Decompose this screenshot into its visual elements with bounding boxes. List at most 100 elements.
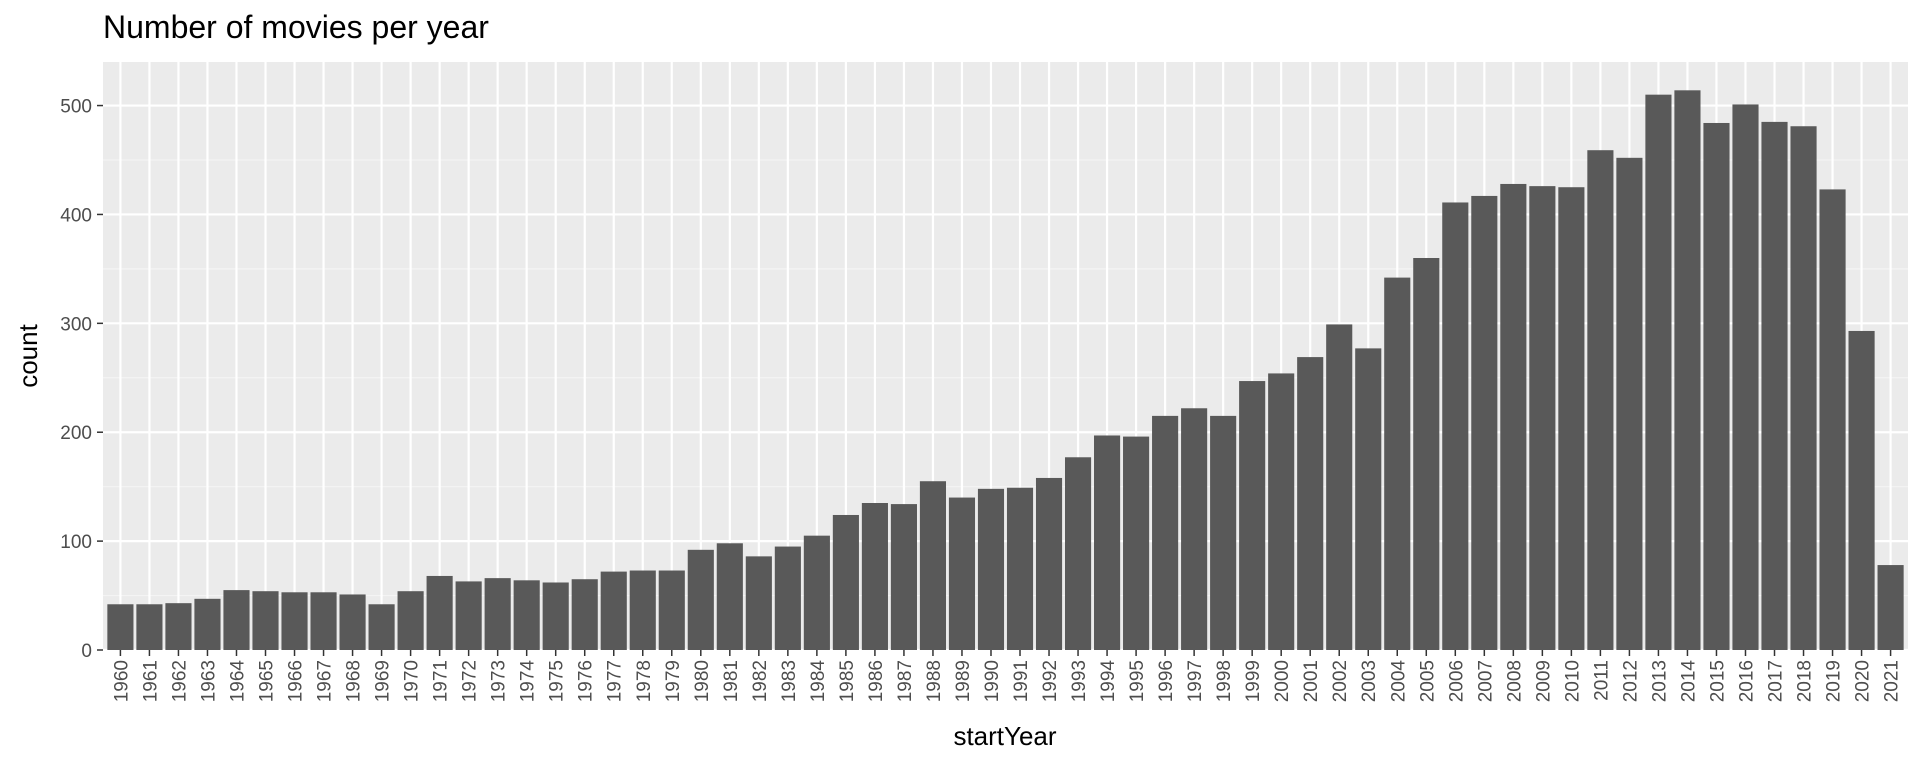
- x-tick-label: 1970: [402, 660, 423, 702]
- bar: [1848, 330, 1875, 650]
- bar: [165, 603, 192, 650]
- x-tick-label: 2019: [1824, 660, 1845, 702]
- x-tick-label: 1985: [837, 660, 858, 702]
- bar: [194, 598, 221, 650]
- bar: [484, 578, 511, 650]
- x-axis-title: startYear: [953, 721, 1056, 751]
- x-tick-label: 2012: [1620, 660, 1641, 702]
- bar: [1326, 324, 1353, 650]
- bar: [1384, 277, 1411, 650]
- x-tick-label: 1994: [1098, 660, 1119, 703]
- x-tick-label: 1976: [576, 660, 597, 702]
- bar: [107, 604, 134, 650]
- x-tick-label: 2008: [1504, 660, 1525, 702]
- bar: [1210, 415, 1237, 650]
- bar: [1500, 183, 1527, 650]
- y-tick-label: 400: [60, 205, 92, 226]
- y-tick-label: 0: [81, 641, 92, 662]
- bar: [1529, 186, 1556, 650]
- bar: [513, 580, 540, 650]
- x-tick-label: 2021: [1882, 660, 1903, 702]
- bar: [1006, 487, 1034, 650]
- bar: [687, 549, 714, 650]
- x-tick-label: 2013: [1649, 660, 1670, 702]
- bar: [1471, 195, 1498, 650]
- x-tick-label: 1963: [198, 660, 219, 702]
- bar: [832, 514, 859, 650]
- x-tick-label: 1997: [1185, 660, 1206, 702]
- bars: [107, 90, 1904, 651]
- x-tick-label: 1987: [895, 660, 916, 702]
- bar: [1094, 435, 1121, 650]
- x-tick-label: 1974: [518, 660, 539, 703]
- x-tick-label: 1969: [373, 660, 394, 702]
- x-tick-label: 2017: [1766, 660, 1787, 702]
- x-tick-label: 2002: [1330, 660, 1351, 702]
- bar: [1297, 357, 1324, 650]
- x-tick-label: 1983: [779, 660, 800, 702]
- x-tick-label: 1995: [1127, 660, 1148, 702]
- x-tick-label: 1992: [1040, 660, 1061, 702]
- x-tick-label: 1990: [982, 660, 1003, 702]
- x-tick-label: 1988: [924, 660, 945, 702]
- bar: [1616, 157, 1643, 651]
- bar: [861, 503, 888, 650]
- bar: [455, 581, 482, 650]
- x-tick-label: 2004: [1388, 660, 1409, 703]
- y-axis-ticks: 0 100 200 300 400 500: [60, 97, 103, 662]
- y-tick-label: 500: [60, 97, 92, 118]
- bar: [948, 497, 976, 650]
- x-tick-label: 1980: [692, 660, 713, 702]
- bar: [919, 481, 947, 650]
- bar: [774, 546, 801, 650]
- bar: [977, 488, 1005, 650]
- x-tick-label: 2009: [1533, 660, 1554, 702]
- chart-title: Number of movies per year: [103, 9, 489, 45]
- x-tick-label: 1975: [547, 660, 568, 702]
- bar: [600, 571, 627, 650]
- bar: [339, 594, 366, 650]
- x-tick-label: 2003: [1359, 660, 1380, 702]
- bar: [1761, 121, 1788, 650]
- x-tick-label: 1960: [111, 660, 132, 702]
- x-tick-label: 1982: [750, 660, 771, 702]
- bar: [1674, 90, 1701, 651]
- bar: [1645, 94, 1672, 650]
- y-axis-title: count: [13, 323, 43, 387]
- bar: [281, 592, 308, 650]
- x-tick-label: 1967: [315, 660, 336, 702]
- x-tick-label: 1979: [663, 660, 684, 702]
- x-tick-label: 2006: [1446, 660, 1467, 702]
- x-tick-label: 1991: [1011, 660, 1032, 702]
- bar: [1819, 189, 1846, 650]
- bar: [1239, 381, 1266, 650]
- x-tick-label: 1968: [344, 660, 365, 702]
- bar: [1587, 150, 1614, 650]
- bar: [1123, 436, 1150, 650]
- bar: [223, 590, 250, 650]
- x-tick-label: 2015: [1707, 660, 1728, 702]
- bar: [1413, 258, 1440, 650]
- x-tick-label: 2000: [1272, 660, 1293, 702]
- x-tick-label: 1978: [634, 660, 655, 702]
- bar: [1703, 122, 1730, 650]
- bar: [397, 591, 424, 650]
- bar: [716, 543, 743, 650]
- x-tick-label: 2014: [1678, 660, 1699, 703]
- x-tick-label: 2005: [1417, 660, 1438, 702]
- bar: [571, 579, 598, 650]
- bar: [310, 592, 337, 650]
- bar: [426, 575, 453, 650]
- x-tick-label: 2001: [1301, 660, 1322, 702]
- x-tick-label: 1966: [286, 660, 307, 702]
- x-axis-ticks: 1960 1961 1962 1963 1964 1965 1966 1967 1968 1969…: [111, 650, 1903, 703]
- x-tick-label: 1964: [227, 660, 248, 703]
- x-tick-label: 1972: [460, 660, 481, 702]
- bar: [1152, 415, 1179, 650]
- bar: [542, 582, 569, 650]
- bar: [658, 570, 685, 650]
- x-tick-label: 2018: [1795, 660, 1816, 702]
- x-tick-label: 1961: [140, 660, 161, 702]
